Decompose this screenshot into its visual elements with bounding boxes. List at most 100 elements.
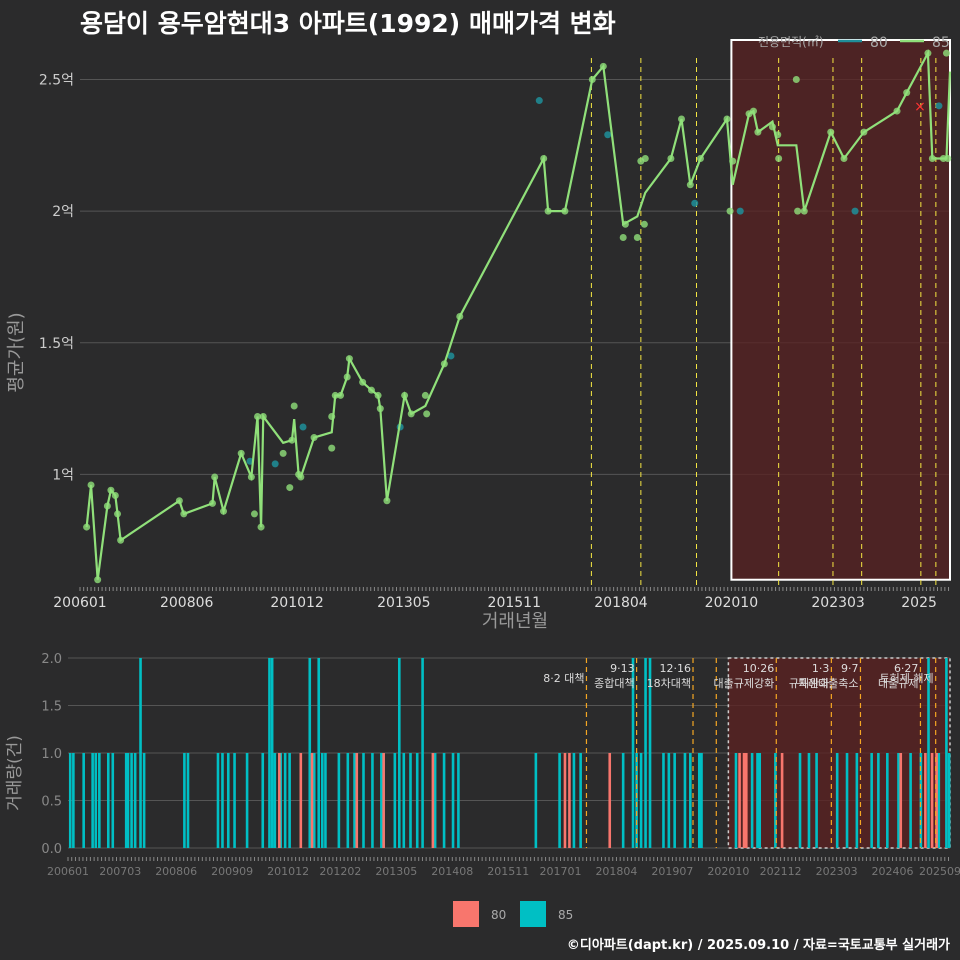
point-80: [271, 460, 279, 468]
x-tick-label: 200703: [99, 865, 141, 878]
bar-85: [774, 753, 777, 848]
x-tick-label: 200909: [211, 865, 253, 878]
point-80: [535, 97, 543, 105]
bar-80: [935, 753, 938, 848]
bar-85: [734, 753, 738, 848]
x-tick-label: 202406: [872, 865, 914, 878]
bar-85: [807, 753, 811, 848]
bar-85: [845, 753, 849, 848]
x-tick-label: 201305: [377, 595, 430, 611]
bar-85: [221, 753, 224, 848]
bar-85: [82, 753, 85, 848]
bar-85: [111, 753, 115, 848]
bar-85: [183, 753, 186, 848]
bar-80: [431, 753, 435, 848]
y-tick-label: 1.5: [41, 700, 62, 715]
policy-label: 10·26: [743, 662, 775, 675]
point-80: [299, 423, 307, 431]
x-tick-label: 200601: [53, 595, 106, 611]
bar-85: [261, 753, 265, 848]
point-85: [619, 233, 627, 241]
bar-85: [421, 658, 424, 848]
line-85: [85, 49, 952, 580]
bar-85: [98, 753, 101, 848]
point-85: [633, 233, 641, 241]
policy-label: 대출규제: [878, 677, 918, 690]
bar-80: [899, 753, 903, 848]
bar-85: [72, 753, 75, 848]
bar-85: [855, 753, 859, 848]
highlight-box: [730, 39, 951, 581]
legend-label-80: 80: [870, 35, 888, 51]
point-85: [775, 154, 783, 162]
x-tick-label: 201804: [594, 595, 648, 611]
point-85: [641, 154, 649, 162]
bar-85: [673, 753, 676, 848]
bar-85: [106, 753, 110, 848]
y-tick-label: 0.5: [41, 795, 62, 810]
policy-label: 12·16: [660, 662, 692, 675]
x-tick-label: 201012: [267, 865, 309, 878]
bar-85: [94, 753, 98, 848]
policy-label: 종합대책: [594, 677, 634, 690]
bar-85: [897, 753, 900, 848]
volume-chart: 0.0 0.5 1.0 1.5 2.0 8·2 대책 9·13 종합대책 12·16 18차대책 1…: [5, 652, 960, 927]
bar-85: [216, 753, 220, 848]
bar-85: [758, 753, 762, 848]
bar-80: [738, 753, 741, 848]
x-tick-label: 202112: [760, 865, 802, 878]
footer-credit: ©디아파트(dapt.kr) / 2025.09.10 / 자료=국토교통부 실…: [566, 938, 950, 953]
bar-85: [409, 753, 412, 848]
bar-85: [639, 753, 643, 848]
y-tick-label: 2.5억: [39, 72, 74, 88]
legend-label-85: 85: [932, 35, 950, 51]
legend-swatch-80: [453, 901, 479, 927]
bar-85: [288, 753, 291, 848]
x-tick-label: 201408: [431, 865, 473, 878]
bar-85: [886, 753, 889, 848]
x-axis-label: 거래년월: [482, 611, 548, 632]
x-tick-label: 200806: [155, 865, 197, 878]
policy-label: 6·27: [894, 662, 919, 675]
price-chart: 1억 1.5억 2억 2.5억 200601 200806 201012 201305 2015…: [6, 35, 952, 632]
bar-85: [877, 753, 880, 848]
bar-80: [310, 753, 314, 848]
legend-title: 전용면적(㎡): [758, 35, 824, 49]
bar-85: [268, 658, 271, 848]
x-tick-label: 202303: [816, 865, 858, 878]
x-tick-label: 202303: [811, 595, 864, 611]
cancelled-marker: ×: [914, 99, 926, 115]
bar-85: [558, 753, 561, 848]
bar-85: [308, 658, 312, 848]
y-tick-label: 1.5억: [39, 336, 74, 352]
bar-85: [346, 753, 350, 848]
bar-85: [186, 753, 190, 848]
bar-85: [353, 753, 356, 848]
y-axis-label: 평균가(원): [6, 312, 27, 392]
bar-80: [278, 753, 281, 848]
y-tick-label: 2.0: [41, 652, 62, 667]
policy-label: 9·13: [610, 662, 635, 675]
bar-85: [662, 753, 665, 848]
bar-85: [317, 658, 321, 848]
bar-80: [744, 753, 748, 848]
x-tick-label: 202509: [919, 865, 960, 878]
x-tick-label: 202010: [707, 865, 749, 878]
bar-85: [947, 753, 951, 848]
bar-85: [700, 753, 703, 848]
bar-85: [362, 753, 365, 848]
x-tick-label: 201511: [488, 595, 541, 611]
x-tick-label: 2025: [901, 595, 937, 611]
bar-85: [689, 753, 692, 848]
bar-85: [927, 658, 930, 848]
bar-80: [563, 753, 567, 848]
bar-85: [870, 753, 873, 848]
bar-80: [608, 753, 612, 848]
bar-85: [683, 753, 687, 848]
x-tick-label: 201012: [270, 595, 323, 611]
bar-85: [945, 658, 948, 848]
bar-85: [233, 753, 236, 848]
bar-85: [142, 753, 146, 848]
bar-85: [919, 753, 923, 848]
bar-80: [299, 753, 303, 848]
